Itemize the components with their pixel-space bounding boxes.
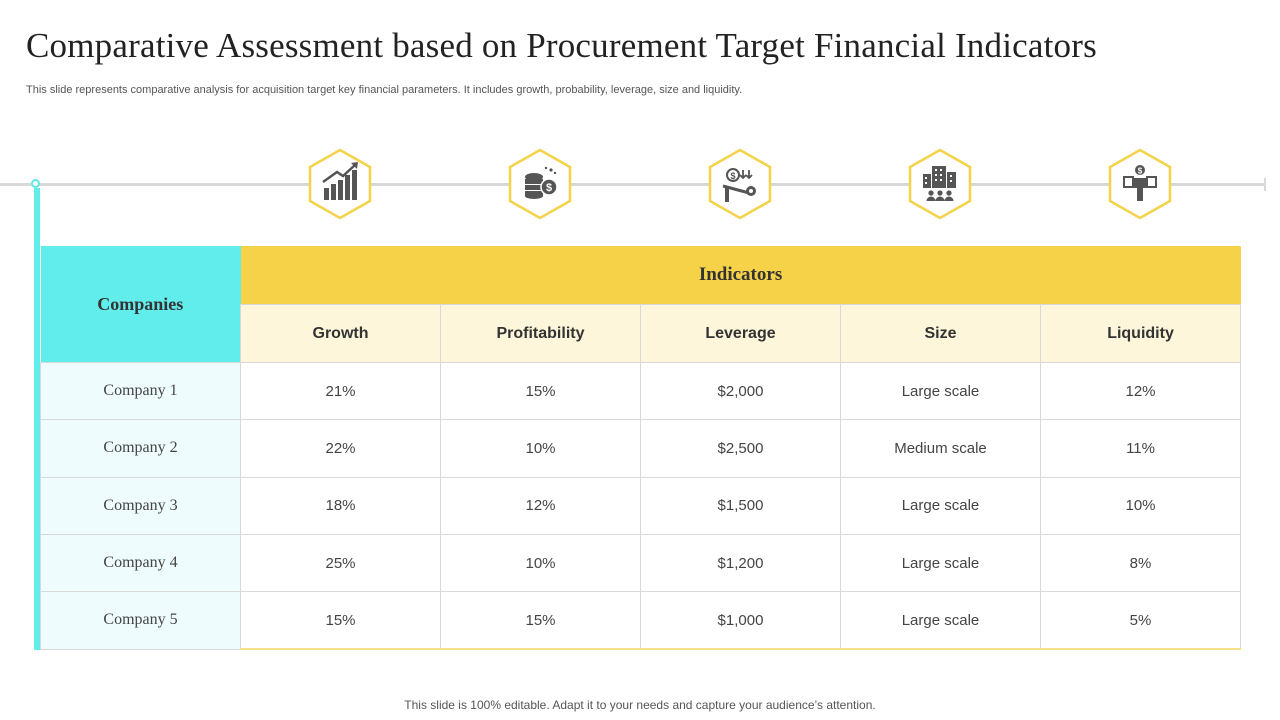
leverage-seesaw-icon: $	[707, 148, 773, 220]
size-value: Large scale	[840, 361, 1041, 421]
indicators-table: Companies Indicators Growth Profitabilit…	[40, 246, 1242, 651]
leverage-value: $2,500	[640, 419, 841, 478]
table-row: Company 5 15% 15% $1,000 Large scale 5%	[40, 591, 1242, 651]
coin-stack-icon: $	[507, 148, 573, 220]
indicators-header: Indicators	[240, 246, 1241, 305]
profitability-value: 12%	[440, 476, 641, 535]
leverage-value: $2,000	[640, 361, 841, 421]
liquidity-hand-cash-icon: $	[1107, 148, 1173, 220]
size-value: Large scale	[840, 591, 1041, 651]
office-building-icon	[907, 148, 973, 220]
table-row: Company 2 22% 10% $2,500 Medium scale 11…	[40, 419, 1242, 478]
liquidity-value: 11%	[1039, 419, 1242, 478]
svg-text:$: $	[730, 171, 735, 181]
profitability-value: 15%	[440, 591, 641, 651]
liquidity-value: 8%	[1039, 533, 1242, 593]
timeline-end-tick	[1264, 178, 1266, 191]
leverage-value: $1,500	[640, 476, 841, 535]
column-header-liquidity: Liquidity	[1039, 304, 1242, 363]
liquidity-value: 12%	[1039, 361, 1242, 421]
column-header-profitability: Profitability	[440, 304, 641, 363]
size-value: Medium scale	[840, 419, 1041, 478]
slide-title: Comparative Assessment based on Procurem…	[26, 26, 1097, 65]
table-row: Company 3 18% 12% $1,500 Large scale 10%	[40, 476, 1242, 535]
profitability-value: 10%	[440, 419, 641, 478]
profitability-value: 10%	[440, 533, 641, 593]
company-name: Company 4	[40, 533, 241, 593]
column-header-growth: Growth	[240, 304, 441, 363]
slide-subtitle: This slide represents comparative analys…	[26, 84, 743, 96]
svg-text:$: $	[546, 182, 552, 194]
column-header-size: Size	[840, 304, 1041, 363]
slide-footer-note: This slide is 100% editable. Adapt it to…	[404, 698, 876, 712]
timeline-start-dot	[31, 179, 40, 188]
size-value: Large scale	[840, 533, 1041, 593]
companies-header: Companies	[40, 246, 241, 363]
growth-value: 18%	[240, 476, 441, 535]
growth-chart-icon	[307, 148, 373, 220]
growth-value: 15%	[240, 591, 441, 651]
accent-vertical-bar	[34, 188, 40, 650]
growth-value: 21%	[240, 361, 441, 421]
company-name: Company 2	[40, 419, 241, 478]
column-header-leverage: Leverage	[640, 304, 841, 363]
timeline-line	[0, 183, 1266, 186]
size-value: Large scale	[840, 476, 1041, 535]
liquidity-value: 5%	[1039, 591, 1242, 651]
company-name: Company 1	[40, 361, 241, 421]
growth-value: 25%	[240, 533, 441, 593]
growth-value: 22%	[240, 419, 441, 478]
profitability-value: 15%	[440, 361, 641, 421]
svg-text:$: $	[1138, 167, 1143, 176]
liquidity-value: 10%	[1039, 476, 1242, 535]
table-row: Company 4 25% 10% $1,200 Large scale 8%	[40, 533, 1242, 593]
company-name: Company 5	[40, 591, 241, 650]
leverage-value: $1,000	[640, 591, 841, 651]
leverage-value: $1,200	[640, 533, 841, 593]
company-name: Company 3	[40, 476, 241, 535]
table-row: Company 1 21% 15% $2,000 Large scale 12%	[40, 361, 1242, 421]
